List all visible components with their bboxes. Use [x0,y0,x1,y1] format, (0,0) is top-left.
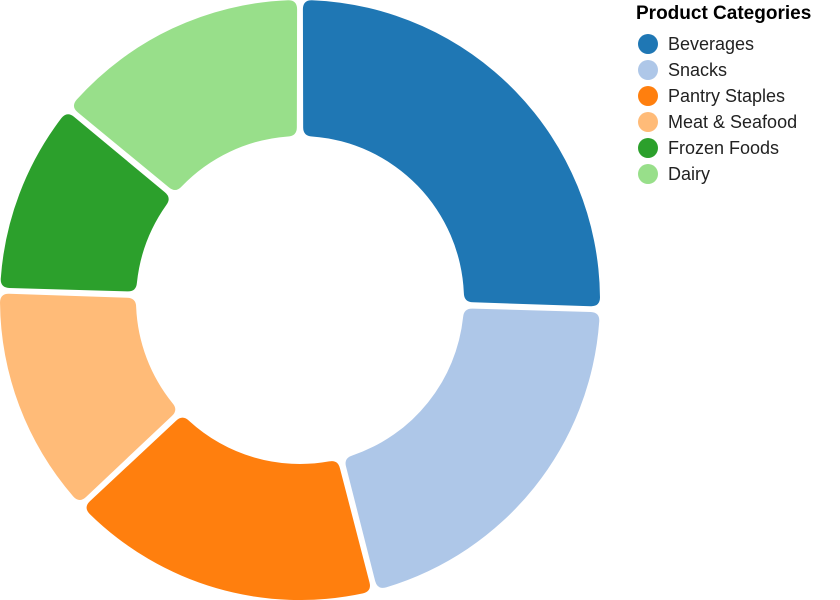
donut-slices [0,0,600,600]
legend: Product Categories Beverages Snacks Pantry… [636,3,811,184]
legend-item-pantry-staples: Pantry Staples [638,86,785,106]
legend-swatch-pantry-staples [638,86,658,106]
legend-item-beverages: Beverages [638,34,754,54]
legend-item-dairy: Dairy [638,164,710,184]
legend-label-meat-and-seafood: Meat & Seafood [668,112,797,132]
legend-label-frozen-foods: Frozen Foods [668,138,779,158]
legend-label-dairy: Dairy [668,164,710,184]
legend-swatch-beverages [638,34,658,54]
legend-swatch-meat-and-seafood [638,112,658,132]
legend-item-frozen-foods: Frozen Foods [638,138,779,158]
slice-dairy [73,0,298,191]
legend-swatch-dairy [638,164,658,184]
slice-frozen-foods [0,114,169,292]
legend-label-pantry-staples: Pantry Staples [668,86,785,106]
slice-meat-and-seafood [0,293,176,500]
legend-swatch-frozen-foods [638,138,658,158]
legend-swatch-snacks [638,60,658,80]
legend-items: Beverages Snacks Pantry Staples Meat & Seaf… [638,34,797,184]
legend-title: Product Categories [636,3,811,24]
legend-item-meat-and-seafood: Meat & Seafood [638,112,797,132]
slice-snacks [345,308,600,588]
slice-beverages [302,0,600,307]
slice-pantry-staples [86,417,370,600]
legend-label-snacks: Snacks [668,60,727,80]
legend-item-snacks: Snacks [638,60,727,80]
legend-label-beverages: Beverages [668,34,754,54]
